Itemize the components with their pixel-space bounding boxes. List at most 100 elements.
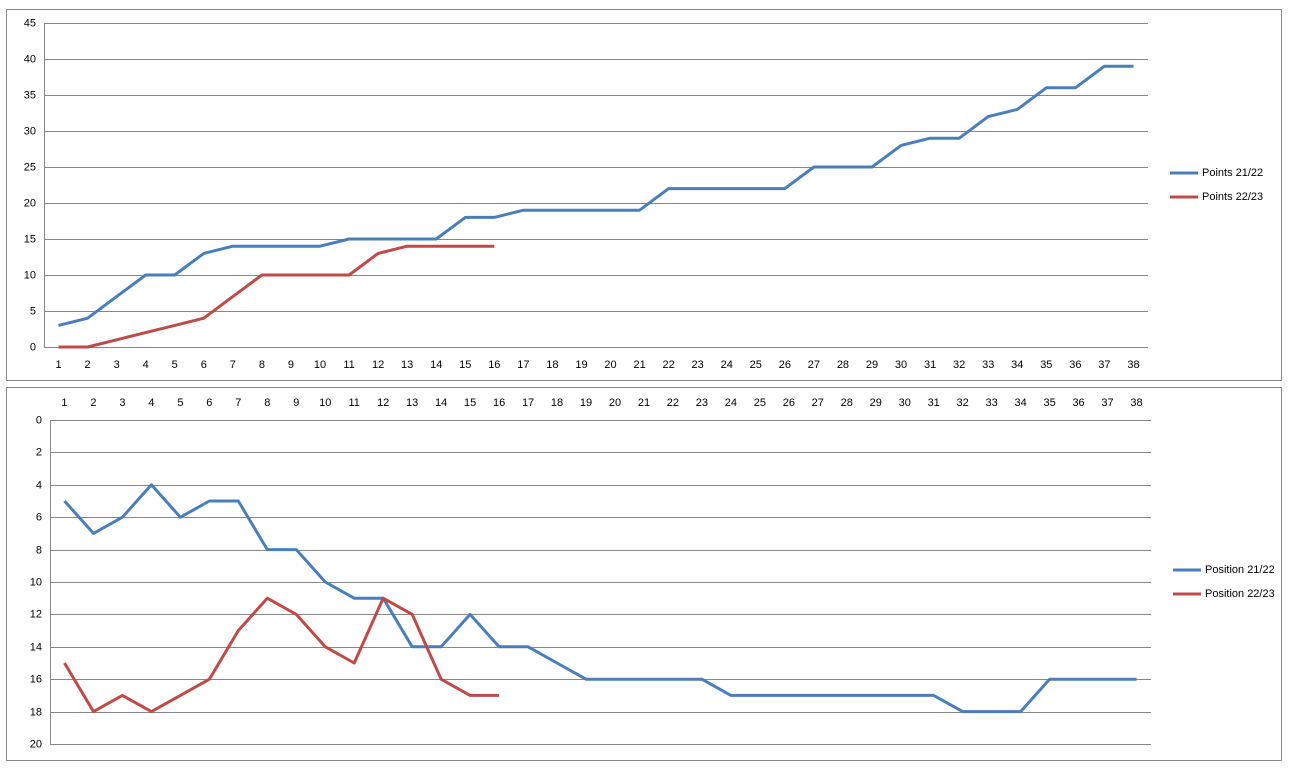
x-tick-label: 29 xyxy=(870,397,882,409)
x-tick-label: 14 xyxy=(430,359,442,371)
x-tick-label: 32 xyxy=(953,359,965,371)
x-tick-label: 37 xyxy=(1101,397,1113,409)
chart-frame xyxy=(6,9,1282,381)
x-tick-label: 22 xyxy=(663,359,675,371)
x-tick-label: 9 xyxy=(288,359,294,371)
x-tick-label: 36 xyxy=(1069,359,1081,371)
x-tick-label: 18 xyxy=(551,397,563,409)
x-tick-label: 13 xyxy=(401,359,413,371)
legend-label: Points 21/22 xyxy=(1202,167,1263,179)
x-tick-label: 7 xyxy=(235,397,241,409)
y-tick-label: 25 xyxy=(24,161,36,173)
x-tick-label: 15 xyxy=(464,397,476,409)
x-tick-label: 26 xyxy=(779,359,791,371)
x-tick-label: 33 xyxy=(982,359,994,371)
x-tick-label: 20 xyxy=(604,359,616,371)
x-tick-label: 9 xyxy=(293,397,299,409)
y-tick-label: 20 xyxy=(30,738,42,750)
x-tick-label: 2 xyxy=(90,397,96,409)
y-tick-label: 45 xyxy=(24,17,36,29)
x-tick-label: 3 xyxy=(114,359,120,371)
x-tick-label: 5 xyxy=(177,397,183,409)
x-tick-label: 34 xyxy=(1011,359,1023,371)
legend-label: Position 21/22 xyxy=(1205,564,1275,576)
x-tick-label: 28 xyxy=(841,397,853,409)
x-tick-label: 16 xyxy=(488,359,500,371)
y-tick-label: 20 xyxy=(24,197,36,209)
x-tick-label: 18 xyxy=(546,359,558,371)
x-tick-label: 24 xyxy=(725,397,737,409)
x-tick-label: 25 xyxy=(754,397,766,409)
x-tick-label: 38 xyxy=(1127,359,1139,371)
x-tick-label: 32 xyxy=(957,397,969,409)
y-tick-label: 8 xyxy=(36,544,42,556)
x-tick-label: 28 xyxy=(837,359,849,371)
x-tick-label: 30 xyxy=(895,359,907,371)
x-tick-label: 14 xyxy=(435,397,447,409)
x-tick-label: 31 xyxy=(928,397,940,409)
legend-label: Points 22/23 xyxy=(1202,191,1263,203)
y-tick-label: 15 xyxy=(24,233,36,245)
x-tick-label: 25 xyxy=(750,359,762,371)
x-tick-label: 2 xyxy=(85,359,91,371)
x-tick-label: 10 xyxy=(314,359,326,371)
y-tick-label: 30 xyxy=(24,125,36,137)
x-tick-label: 27 xyxy=(812,397,824,409)
x-tick-label: 17 xyxy=(522,397,534,409)
y-tick-label: 0 xyxy=(36,414,42,426)
x-tick-label: 10 xyxy=(319,397,331,409)
y-tick-label: 12 xyxy=(30,608,42,620)
y-tick-label: 6 xyxy=(36,511,42,523)
x-tick-label: 11 xyxy=(349,397,360,409)
x-tick-label: 15 xyxy=(459,359,471,371)
x-tick-label: 5 xyxy=(172,359,178,371)
series-line xyxy=(58,64,1134,327)
x-tick-label: 13 xyxy=(406,397,418,409)
y-tick-label: 5 xyxy=(30,305,36,317)
x-tick-label: 4 xyxy=(148,397,154,409)
y-tick-label: 40 xyxy=(24,53,36,65)
y-tick-label: 0 xyxy=(30,341,36,353)
x-tick-label: 29 xyxy=(866,359,878,371)
x-tick-label: 35 xyxy=(1040,359,1052,371)
y-tick-label: 18 xyxy=(30,706,42,718)
x-tick-label: 8 xyxy=(259,359,265,371)
x-tick-label: 35 xyxy=(1043,397,1055,409)
x-tick-label: 34 xyxy=(1014,397,1026,409)
legend-label: Position 22/23 xyxy=(1205,588,1275,600)
x-tick-label: 6 xyxy=(206,397,212,409)
x-tick-label: 3 xyxy=(119,397,125,409)
x-tick-label: 4 xyxy=(143,359,149,371)
y-tick-label: 4 xyxy=(36,479,42,491)
x-tick-label: 30 xyxy=(899,397,911,409)
series-line xyxy=(63,596,500,714)
y-tick-label: 10 xyxy=(24,269,36,281)
y-tick-label: 14 xyxy=(30,641,42,653)
x-tick-label: 33 xyxy=(986,397,998,409)
x-tick-label: 26 xyxy=(783,397,795,409)
x-tick-label: 24 xyxy=(721,359,733,371)
x-tick-label: 8 xyxy=(264,397,270,409)
x-tick-label: 22 xyxy=(667,397,679,409)
x-tick-label: 12 xyxy=(377,397,389,409)
y-tick-label: 2 xyxy=(36,446,42,458)
x-tick-label: 19 xyxy=(575,359,587,371)
x-tick-label: 23 xyxy=(692,359,704,371)
y-tick-label: 16 xyxy=(30,673,42,685)
x-tick-label: 12 xyxy=(372,359,384,371)
y-tick-label: 35 xyxy=(24,89,36,101)
series-line xyxy=(58,244,495,349)
x-tick-label: 38 xyxy=(1130,397,1142,409)
series-line xyxy=(63,483,1137,714)
x-tick-label: 31 xyxy=(924,359,936,371)
x-tick-label: 1 xyxy=(61,397,67,409)
x-tick-label: 1 xyxy=(55,359,61,371)
x-tick-label: 7 xyxy=(230,359,236,371)
x-tick-label: 37 xyxy=(1098,359,1110,371)
x-tick-label: 21 xyxy=(633,359,645,371)
x-tick-label: 36 xyxy=(1072,397,1084,409)
x-tick-label: 20 xyxy=(609,397,621,409)
x-tick-label: 21 xyxy=(638,397,650,409)
